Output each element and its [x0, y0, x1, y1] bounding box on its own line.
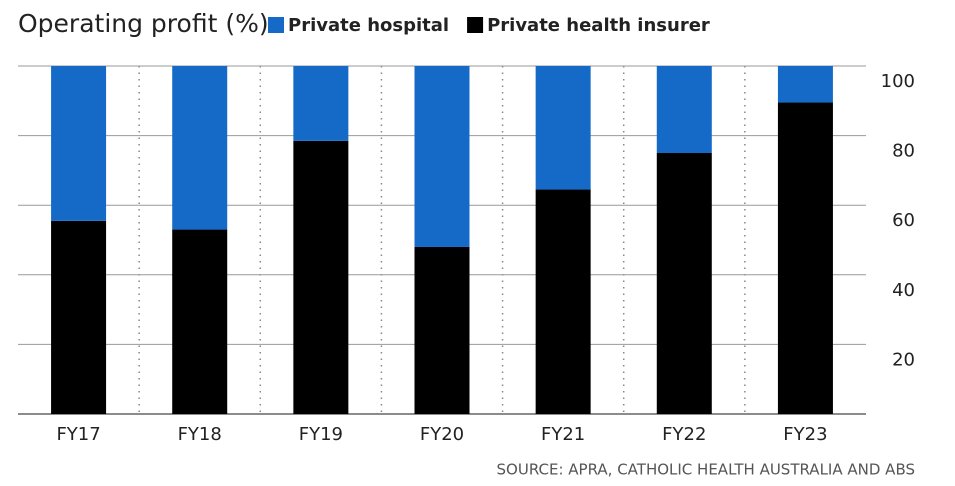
bar-segment — [535, 189, 591, 414]
x-tick-label: FY19 — [299, 424, 343, 445]
bar-segment — [172, 66, 228, 230]
x-tick-label: FY20 — [420, 424, 464, 445]
source: SOURCE: APRA, CATHOLIC HEALTH AUSTRALIA … — [497, 461, 915, 479]
legend-label: Private hospital — [288, 15, 449, 36]
x-tick-label: FY17 — [56, 424, 100, 445]
chart-title: Operating profit (%) — [18, 9, 269, 38]
bar-segment — [293, 140, 349, 414]
y-tick-label: 80 — [892, 141, 915, 162]
x-tick-label: FY21 — [541, 424, 585, 445]
y-tick-label: 60 — [892, 210, 915, 231]
legend-swatch — [467, 17, 484, 33]
bar-segment — [51, 66, 107, 221]
bar-segment — [293, 66, 349, 141]
bar-segment — [777, 102, 833, 414]
y-tick-label: 100 — [881, 71, 915, 92]
y-tick-label: 40 — [892, 280, 915, 301]
bar-segment — [656, 66, 712, 153]
bar-segment — [535, 66, 591, 190]
bar-segment — [777, 66, 833, 103]
x-tick-label: FY22 — [662, 424, 706, 445]
bar-segment — [656, 153, 712, 414]
bar-segment — [414, 246, 470, 414]
legend-label: Private health insurer — [487, 15, 710, 36]
bar-segment — [172, 229, 228, 414]
y-tick-label: 20 — [892, 349, 915, 370]
bar-segment — [51, 220, 107, 414]
legend-swatch — [268, 17, 284, 33]
bar-segment — [414, 66, 470, 247]
x-tick-label: FY18 — [178, 424, 222, 445]
x-tick-label: FY23 — [783, 424, 827, 445]
